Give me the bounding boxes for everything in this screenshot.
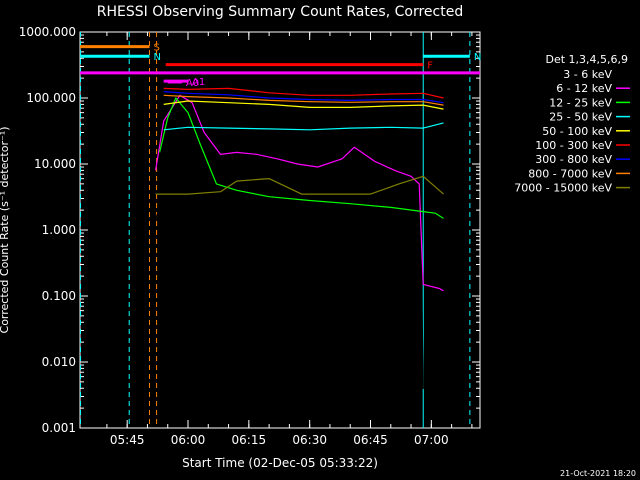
x-tick-label: 07:00 — [414, 433, 449, 447]
legend-entry-label: 300 - 800 keV — [535, 153, 612, 166]
y-tick-label: 0.100 — [42, 289, 76, 303]
state-bar-label: N — [153, 52, 160, 63]
legend-entry-label: 800 - 7000 keV — [528, 167, 612, 180]
legend-entry-label: 50 - 100 keV — [542, 125, 612, 138]
y-tick-label: 0.001 — [42, 421, 76, 435]
legend-entry-label: 3 - 6 keV — [563, 68, 612, 81]
footer-date: 21-Oct-2021 18:20 — [560, 469, 636, 478]
state-bar-label: F — [427, 61, 433, 72]
series-line — [155, 94, 444, 292]
legend-entry-label: 12 - 25 keV — [549, 96, 612, 109]
series-line — [163, 91, 444, 104]
series-line — [159, 97, 444, 219]
state-bar-label: A1 — [192, 77, 205, 88]
series-line — [155, 164, 444, 389]
series-line — [163, 87, 444, 99]
state-bar-label: S — [153, 43, 159, 54]
legend-title: Det 1,3,4,5,6,9 — [545, 53, 628, 66]
y-tick-label: 0.010 — [42, 355, 76, 369]
legend-entry-label: 6 - 12 keV — [556, 82, 612, 95]
y-tick-label: 1.000 — [42, 223, 76, 237]
y-axis-ticks: 0.001 0.010 0.100 1.000 10.000 100.000 1000.00… — [19, 25, 480, 435]
y-tick-label: 100.000 — [26, 91, 76, 105]
series-line — [163, 122, 444, 131]
x-tick-label: 06:30 — [292, 433, 327, 447]
x-tick-label: 06:00 — [171, 433, 206, 447]
x-axis-ticks: 05:45 06:00 06:15 06:30 06:45 07:00 — [106, 32, 473, 447]
series-lines — [155, 87, 444, 389]
x-tick-label: 05:45 — [110, 433, 145, 447]
series-line — [163, 100, 444, 110]
legend-entry-label: 7000 - 15000 keV — [514, 182, 612, 195]
y-tick-label: 1000.000 — [19, 25, 76, 39]
series-line — [155, 175, 444, 195]
y-tick-label: 10.000 — [34, 157, 76, 171]
chart-title: RHESSI Observing Summary Count Rates, Co… — [97, 4, 463, 20]
state-bar-label: A0 — [186, 78, 199, 89]
state-bar-label: N — [474, 52, 481, 63]
y-axis-label: Corrected Count Rate (s⁻¹ detector⁻¹) — [0, 127, 11, 334]
x-tick-label: 06:15 — [232, 433, 267, 447]
legend-entry-label: 25 - 50 keV — [549, 111, 612, 124]
legend-entry-label: 100 - 300 keV — [535, 139, 612, 152]
x-tick-label: 06:45 — [353, 433, 388, 447]
x-axis-label: Start Time (02-Dec-05 05:33:22) — [182, 456, 378, 470]
series-line — [163, 94, 444, 106]
